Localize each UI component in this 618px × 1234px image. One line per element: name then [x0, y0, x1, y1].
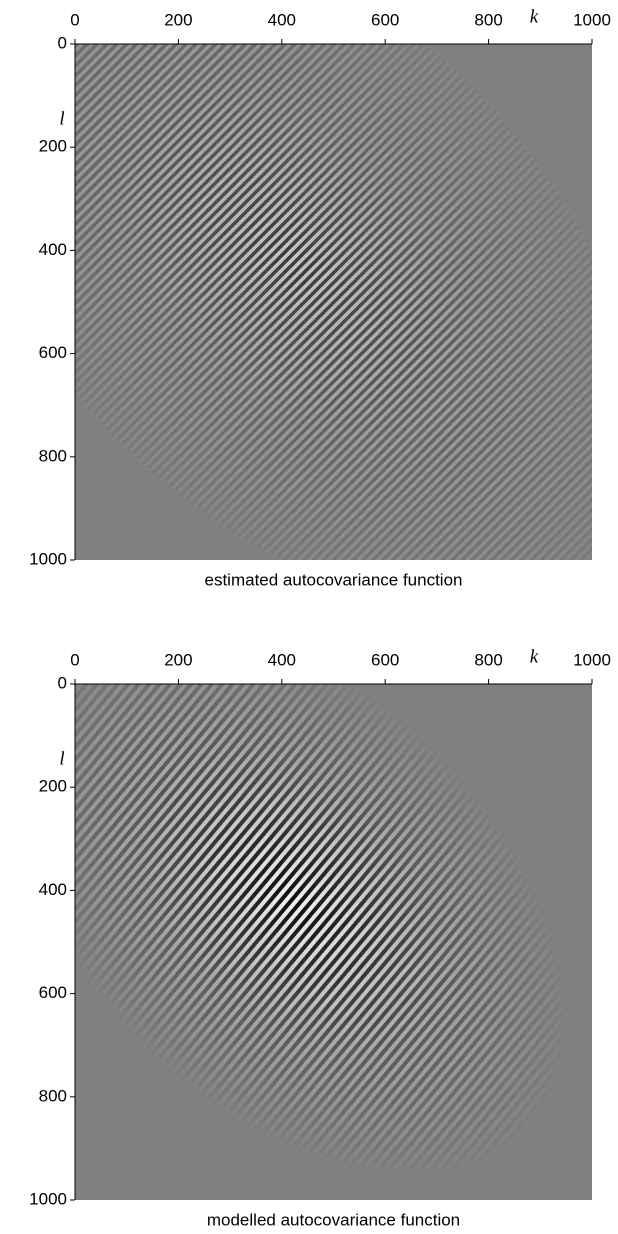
x-tick-label: 400	[268, 10, 296, 29]
x-tick-label: 800	[474, 10, 502, 29]
heatmap-panel: 0 200 400 600 800 1000 0 200 400 600 800 1000 k l esti…	[29, 6, 611, 589]
heatmap-pattern	[75, 684, 592, 1200]
chart-caption: estimated autocovariance function	[205, 570, 463, 589]
y-tick-label: 600	[39, 983, 67, 1002]
x-tick-label: 400	[268, 650, 296, 669]
y-tick-label: 0	[58, 673, 67, 692]
x-tick-label: 1000	[573, 650, 611, 669]
x-tick-label: 1000	[573, 10, 611, 29]
y-tick-label: 200	[39, 777, 67, 796]
x-tick-label: 0	[70, 650, 79, 669]
y-tick-label: 0	[58, 33, 67, 52]
y-tick-label: 400	[39, 240, 67, 259]
y-tick-label: 600	[39, 343, 67, 362]
x-tick-label: 600	[371, 10, 399, 29]
x-axis-label: k	[530, 646, 539, 667]
x-tick-label: 0	[70, 10, 79, 29]
y-tick-label: 800	[39, 446, 67, 465]
y-tick-label: 200	[39, 137, 67, 156]
y-tick-label: 800	[39, 1086, 67, 1105]
x-axis-label: k	[530, 6, 539, 27]
heatmap-pattern	[75, 44, 592, 560]
y-tick-label: 1000	[29, 1189, 67, 1208]
y-axis-label: l	[59, 108, 64, 129]
x-tick-label: 600	[371, 650, 399, 669]
x-tick-label: 200	[164, 650, 192, 669]
chart-caption: modelled autocovariance function	[207, 1210, 460, 1229]
heatmap-panel: 0 200 400 600 800 1000 0 200 400 600 800 1000 k l mode…	[29, 646, 611, 1229]
x-tick-label: 800	[474, 650, 502, 669]
x-tick-label: 200	[164, 10, 192, 29]
y-axis-label: l	[59, 748, 64, 769]
y-tick-label: 400	[39, 880, 67, 899]
y-tick-label: 1000	[29, 549, 67, 568]
